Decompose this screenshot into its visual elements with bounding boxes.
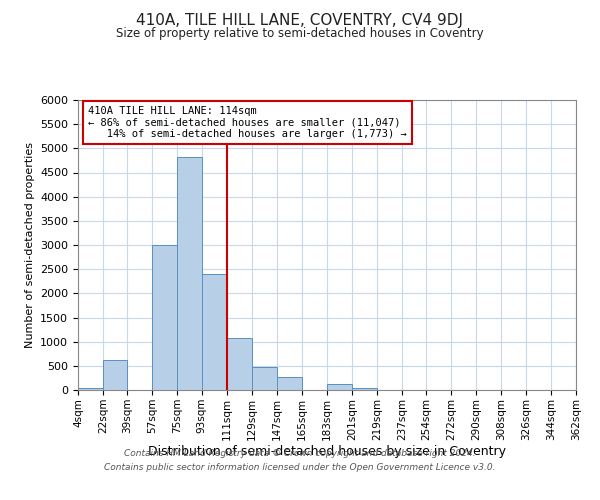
Bar xyxy=(152,245,177,390)
Text: Contains HM Land Registry data © Crown copyright and database right 2024.: Contains HM Land Registry data © Crown c… xyxy=(124,448,476,458)
Bar xyxy=(103,360,127,390)
Text: 410A, TILE HILL LANE, COVENTRY, CV4 9DJ: 410A, TILE HILL LANE, COVENTRY, CV4 9DJ xyxy=(137,12,464,28)
Bar xyxy=(252,368,277,390)
Y-axis label: Number of semi-detached properties: Number of semi-detached properties xyxy=(25,142,35,348)
Bar xyxy=(227,338,252,390)
Bar xyxy=(202,274,227,390)
Bar xyxy=(177,157,202,390)
Text: Size of property relative to semi-detached houses in Coventry: Size of property relative to semi-detach… xyxy=(116,28,484,40)
Text: 410A TILE HILL LANE: 114sqm
← 86% of semi-detached houses are smaller (11,047)
 : 410A TILE HILL LANE: 114sqm ← 86% of sem… xyxy=(88,106,407,139)
Bar xyxy=(327,384,352,390)
Bar xyxy=(352,388,377,390)
Bar xyxy=(277,377,302,390)
Bar xyxy=(78,388,103,390)
X-axis label: Distribution of semi-detached houses by size in Coventry: Distribution of semi-detached houses by … xyxy=(148,446,506,458)
Text: Contains public sector information licensed under the Open Government Licence v3: Contains public sector information licen… xyxy=(104,464,496,472)
